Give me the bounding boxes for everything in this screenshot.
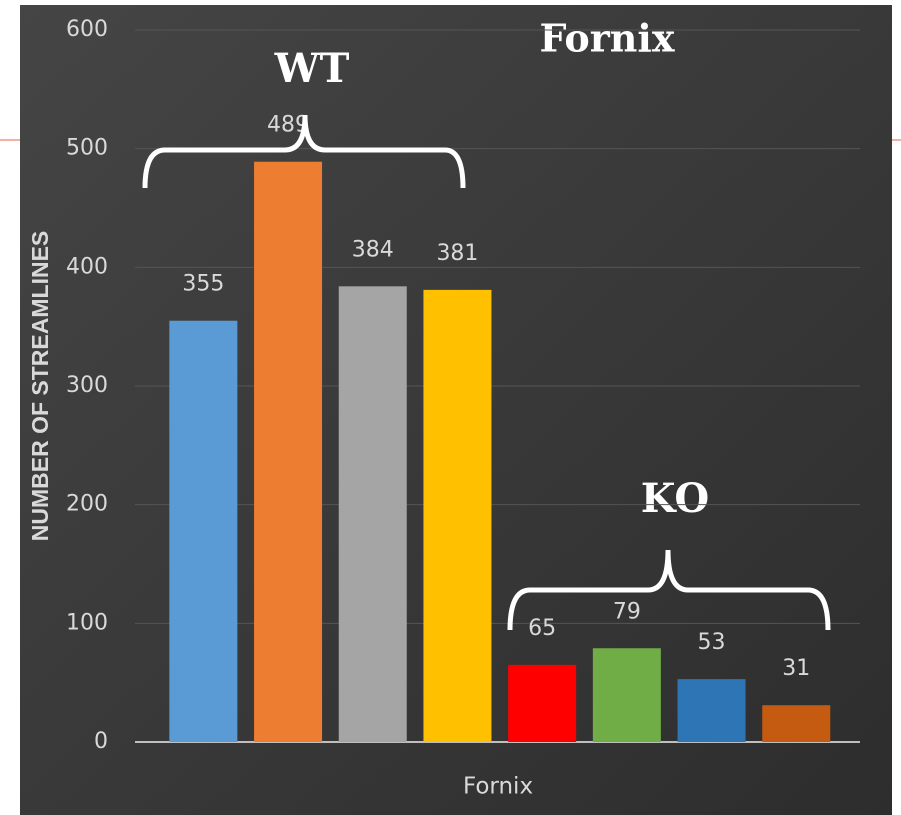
y-tick-label: 100: [66, 610, 108, 635]
y-tick-label: 0: [94, 729, 108, 754]
annotation: KO: [641, 475, 710, 522]
chart-title: Fornix: [540, 16, 675, 61]
y-tick-label: 400: [66, 254, 108, 279]
value-label: 79: [613, 599, 641, 624]
ko-brace: [507, 549, 831, 631]
x-axis-label: Fornix: [463, 774, 533, 800]
value-label: 53: [698, 630, 726, 655]
wt-brace: [142, 114, 466, 189]
bar: [677, 679, 746, 742]
y-tick-label: 200: [66, 492, 108, 517]
y-tick-label: 300: [66, 373, 108, 398]
value-label: 355: [182, 272, 224, 297]
bar: [423, 289, 492, 742]
bar: [169, 320, 238, 742]
bar: [508, 664, 577, 742]
bar: [254, 161, 323, 743]
annotation: WT: [274, 45, 350, 92]
value-label: 65: [528, 616, 556, 641]
y-tick-label: 600: [66, 17, 108, 42]
y-tick-label: 500: [66, 136, 108, 161]
bar: [762, 705, 831, 742]
bar: [592, 648, 661, 742]
value-label: 31: [782, 656, 810, 681]
bar: [338, 286, 407, 742]
value-label: 381: [436, 241, 478, 266]
value-label: 384: [352, 237, 394, 262]
y-axis-label: NUMBER OF STREAMLINES: [27, 231, 53, 542]
